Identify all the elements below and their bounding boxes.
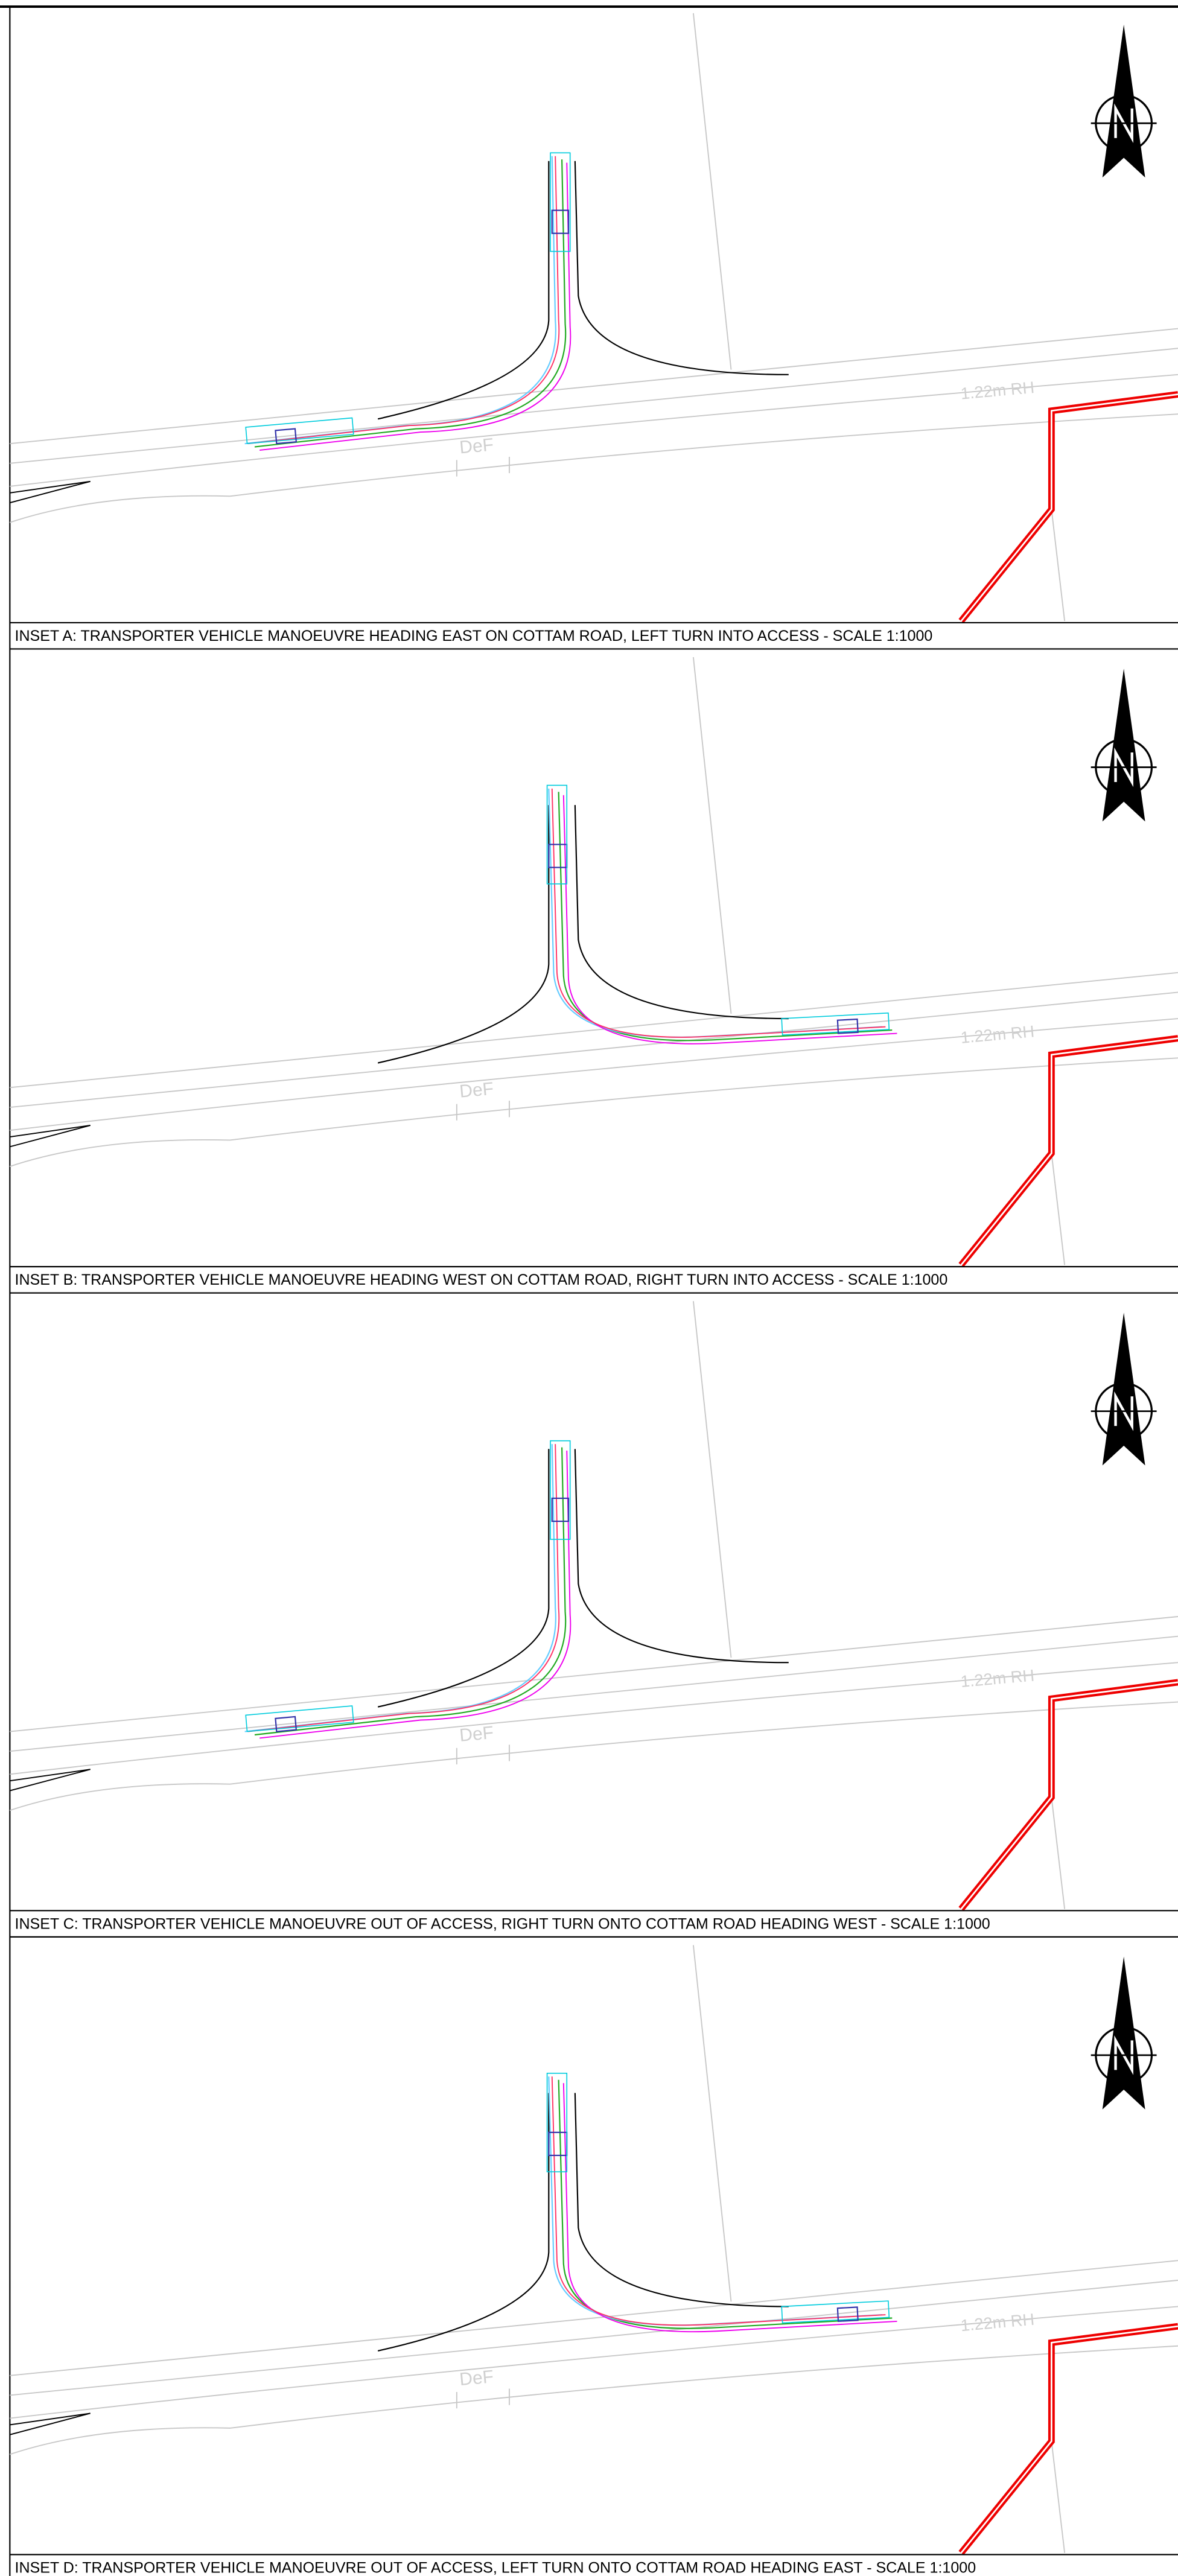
vehicle-cab bbox=[551, 1497, 570, 1522]
boundary-line bbox=[692, 657, 1066, 1265]
kerb-line bbox=[10, 1769, 91, 1792]
road-label: 1.22m RH bbox=[960, 1022, 1035, 1047]
inset: 1.22m RH DeF INSET C: TRANSPORTER VEHICLE … bbox=[10, 1301, 1178, 1938]
inset-caption: INSET A: TRANSPORTER VEHICLE MANOEUVRE H… bbox=[15, 628, 933, 644]
road-edge bbox=[10, 1701, 1178, 1811]
marker bbox=[456, 2388, 510, 2409]
site-boundary bbox=[958, 2323, 1178, 2555]
kerb-line bbox=[377, 2093, 789, 2352]
inset: 1.22m RH DeF INSET B: TRANSPORTER VEHICLE … bbox=[10, 657, 1178, 1294]
road-edge bbox=[10, 413, 1178, 523]
vehicle-end bbox=[245, 417, 354, 444]
road-edge bbox=[10, 1057, 1178, 1167]
swept-outer bbox=[558, 792, 893, 1042]
road-edge bbox=[10, 1616, 1178, 1775]
inset: 1.22m RH DeF INSET D: TRANSPORTER VEHICLE … bbox=[10, 1945, 1178, 2576]
marker bbox=[456, 456, 510, 477]
inset-caption: INSET B: TRANSPORTER VEHICLE MANOEUVRE H… bbox=[15, 1271, 948, 1288]
swept-centre bbox=[562, 795, 897, 1045]
road-label: 1.22m RH bbox=[960, 2310, 1035, 2335]
road-edge bbox=[10, 972, 1178, 1131]
vehicle-cab bbox=[548, 844, 568, 868]
swept-body bbox=[548, 2076, 883, 2326]
site-boundary bbox=[958, 391, 1178, 623]
swept-wheel bbox=[247, 156, 560, 445]
kerb-line bbox=[377, 1449, 789, 1708]
vehicle-trailer bbox=[546, 2073, 568, 2172]
north-arrow bbox=[1102, 669, 1145, 822]
vehicle-trailer bbox=[546, 784, 568, 885]
vehicle-end bbox=[245, 1705, 354, 1732]
marker bbox=[456, 1744, 510, 1765]
vehicle-trailer bbox=[550, 152, 571, 252]
north-arrow bbox=[1102, 24, 1145, 178]
boundary-line bbox=[692, 13, 1066, 622]
swept-outer bbox=[254, 1447, 567, 1736]
site-boundary-inner bbox=[960, 1037, 1178, 1266]
road-edge bbox=[10, 2260, 1178, 2419]
site-boundary-inner bbox=[960, 2325, 1178, 2554]
vehicle-end-cab bbox=[275, 428, 298, 445]
kerb-line bbox=[10, 480, 91, 504]
swept-outer bbox=[254, 159, 567, 448]
swept-centre bbox=[259, 1451, 571, 1739]
site-boundary bbox=[958, 1035, 1178, 1267]
kerb-line bbox=[377, 161, 789, 420]
swept-body bbox=[244, 1444, 556, 1732]
boundary-label: DeF bbox=[459, 435, 494, 458]
vehicle-end bbox=[781, 1012, 890, 1036]
boundary-line bbox=[692, 1301, 1066, 1909]
vehicle-trailer bbox=[550, 1440, 571, 1540]
boundary-label: DeF bbox=[459, 1723, 494, 1746]
inset-caption: INSET D: TRANSPORTER VEHICLE MANOEUVRE O… bbox=[15, 2559, 976, 2576]
swept-centre bbox=[259, 162, 571, 451]
road-edge bbox=[10, 2345, 1178, 2455]
kerb-line bbox=[377, 805, 789, 1064]
vehicle-end-cab bbox=[275, 1716, 298, 1732]
north-arrow bbox=[1102, 1956, 1145, 2110]
boundary-label: DeF bbox=[459, 2367, 494, 2390]
site-boundary-inner bbox=[960, 1681, 1178, 1910]
kerb-line bbox=[10, 2412, 91, 2435]
kerb-line bbox=[10, 1125, 91, 1148]
marker bbox=[456, 1101, 510, 1121]
road-label: 1.22m RH bbox=[960, 1665, 1035, 1691]
boundary-line bbox=[692, 1945, 1066, 2553]
swept-wheel bbox=[247, 1444, 560, 1732]
swept-body bbox=[548, 788, 883, 1038]
swept-centre bbox=[562, 2083, 897, 2333]
site-boundary bbox=[958, 1679, 1178, 1912]
vehicle-cab bbox=[548, 2131, 568, 2157]
swept-wheel bbox=[551, 788, 886, 1038]
vehicle-end-cab bbox=[836, 2306, 859, 2323]
swept-wheel bbox=[551, 2076, 886, 2326]
inset-caption: INSET C: TRANSPORTER VEHICLE MANOEUVRE O… bbox=[15, 1915, 990, 1932]
vehicle-cab bbox=[551, 209, 570, 234]
swept-outer bbox=[558, 2079, 893, 2329]
inset: 1.22m RH DeF INSET A: TRANSPORTER VEHICLE … bbox=[10, 13, 1178, 650]
swept-body bbox=[244, 156, 556, 445]
north-arrow bbox=[1102, 1312, 1145, 1466]
site-boundary-inner bbox=[960, 393, 1178, 622]
vehicle-end bbox=[781, 2300, 890, 2324]
boundary-label: DeF bbox=[459, 1079, 494, 1102]
road-label: 1.22m RH bbox=[960, 378, 1035, 403]
road-edge bbox=[10, 328, 1178, 487]
vehicle-end-cab bbox=[836, 1018, 859, 1034]
